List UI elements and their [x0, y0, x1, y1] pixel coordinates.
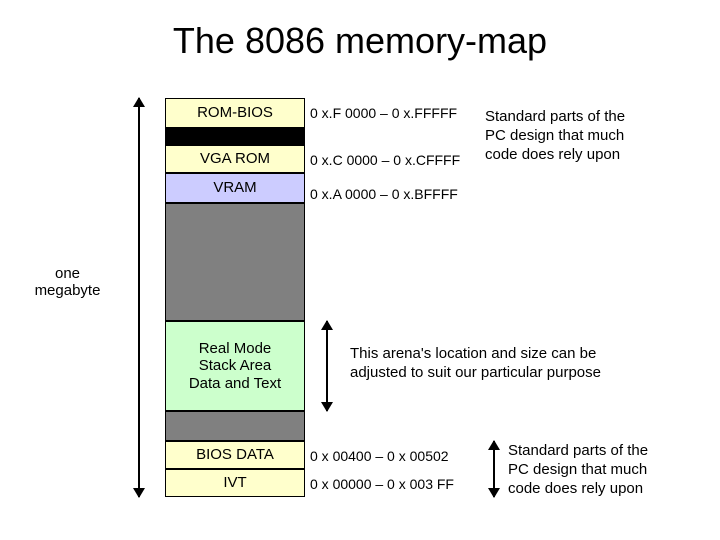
- block-label: VGA ROM: [200, 150, 270, 167]
- block-gap: [165, 203, 305, 321]
- extent-arrow-mid: [326, 321, 328, 411]
- block-vram: VRAM: [165, 173, 305, 203]
- block-divider: [165, 128, 305, 145]
- block-ivt: IVT: [165, 469, 305, 497]
- extent-arrow-left: [138, 98, 140, 497]
- desc-mid: This arena's location and size can be ad…: [350, 345, 670, 383]
- addr-rom-bios: 0 x.F 0000 – 0 x.FFFFF: [310, 105, 457, 121]
- block-gap2: [165, 411, 305, 441]
- block-vga-rom: VGA ROM: [165, 145, 305, 173]
- desc-top: Standard parts of the PC design that muc…: [485, 108, 705, 164]
- extent-arrow-right: [493, 441, 495, 497]
- page-title: The 8086 memory-map: [0, 20, 720, 62]
- desc-bottom: Standard parts of the PC design that muc…: [508, 442, 718, 498]
- block-label: IVT: [223, 474, 246, 491]
- block-label: Real Mode Stack Area Data and Text: [189, 340, 281, 392]
- block-bios-data: BIOS DATA: [165, 441, 305, 469]
- block-real-mode: Real Mode Stack Area Data and Text: [165, 321, 305, 411]
- block-label: VRAM: [213, 179, 256, 196]
- side-label: one megabyte: [15, 265, 120, 300]
- addr-bios-data: 0 x 00400 – 0 x 00502: [310, 448, 449, 464]
- block-label: ROM-BIOS: [197, 104, 273, 121]
- block-label: BIOS DATA: [196, 446, 274, 463]
- block-rom-bios: ROM-BIOS: [165, 98, 305, 128]
- addr-ivt: 0 x 00000 – 0 x 003 FF: [310, 476, 454, 492]
- addr-vga-rom: 0 x.C 0000 – 0 x.CFFFF: [310, 152, 460, 168]
- addr-vram: 0 x.A 0000 – 0 x.BFFFF: [310, 186, 458, 202]
